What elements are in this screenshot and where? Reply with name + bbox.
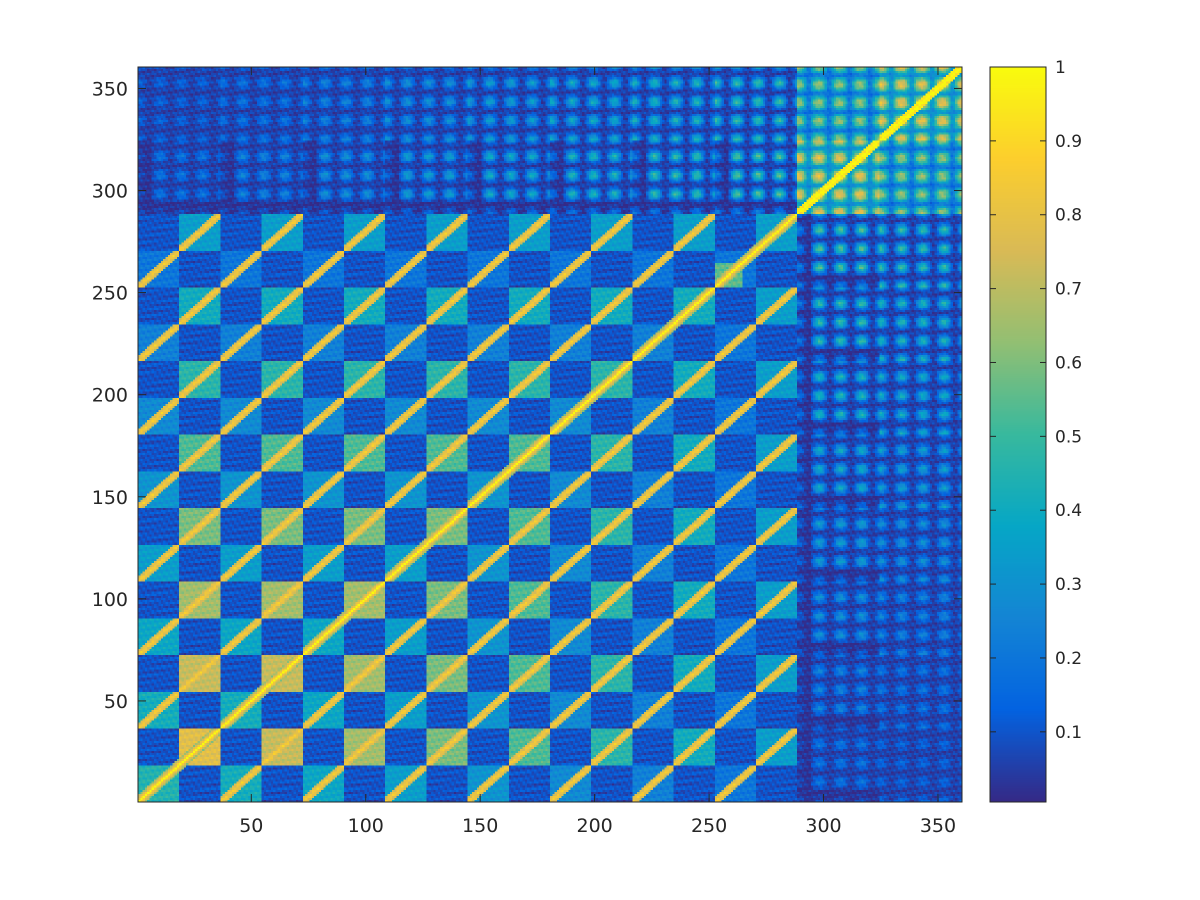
x-tick-label: 350 [920,815,956,837]
colorbar-tick-label: 0.9 [1055,132,1082,152]
x-tick-label: 100 [348,815,384,837]
colorbar-tick-label: 0.8 [1055,206,1082,226]
colorbar-tick-label: 0.2 [1055,649,1082,669]
colorbar-tick-label: 0.1 [1055,723,1082,743]
y-axis-ticks: 50 100 150 200 250 300 350 [92,78,962,713]
x-tick-label: 200 [577,815,613,837]
y-tick-label: 150 [92,487,128,509]
x-axis-ticks: 50 100 150 200 250 300 350 [239,67,956,837]
colorbar-tick-label: 1 [1055,58,1066,78]
plot-frame [137,66,963,803]
y-tick-label: 350 [92,78,128,100]
colorbar-tick-label: 0.4 [1055,501,1082,521]
colorbar-frame [989,66,1047,803]
heatmap-image [138,67,962,802]
y-tick-label: 200 [92,385,128,407]
x-tick-label: 300 [805,815,841,837]
colorbar-tick-label: 0.5 [1055,427,1082,447]
y-tick-label: 300 [92,181,128,203]
colorbar-tick-label: 0.3 [1055,575,1082,595]
colorbar-tick-label: 0.7 [1055,280,1082,300]
y-tick-label: 100 [92,589,128,611]
colorbar-ticks: 0.1 0.2 0.3 0.4 0.5 0.6 0.7 0.8 0.9 1 [990,58,1082,743]
y-tick-label: 50 [104,691,128,713]
x-tick-label: 150 [462,815,498,837]
colorbar-tick-label: 0.6 [1055,353,1082,373]
colorbar-gradient [990,67,1046,802]
y-tick-label: 250 [92,283,128,305]
x-tick-label: 250 [691,815,727,837]
x-tick-label: 50 [239,815,263,837]
